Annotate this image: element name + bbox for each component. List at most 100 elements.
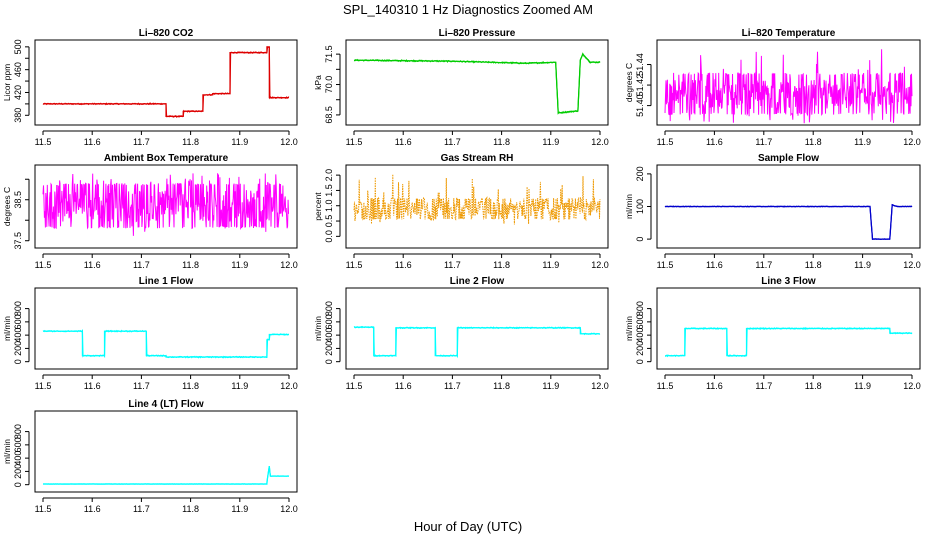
x-tick-label: 11.7 <box>133 260 150 270</box>
y-tick-label: 0.5 <box>324 215 334 228</box>
y-axis-label: ml/min <box>313 316 323 341</box>
x-tick-label: 12.0 <box>591 137 609 147</box>
x-tick-label: 11.9 <box>231 137 248 147</box>
series-line <box>42 329 290 359</box>
series-steps <box>354 326 600 357</box>
y-axis-label: ml/min <box>2 439 12 464</box>
x-tick-label: 11.9 <box>854 260 871 270</box>
x-tick-label: 11.6 <box>84 504 101 514</box>
plot-frame <box>34 287 298 370</box>
y-tick-label: 68.5 <box>324 106 334 124</box>
series-line <box>43 466 290 485</box>
y-tick-label: 37.5 <box>13 232 23 250</box>
chart-panel-8: Line 2 Flow ml/min 11.5 11.6 11.7 11.8 11.9 12.… <box>313 276 609 391</box>
x-tick-label: 11.9 <box>854 137 871 147</box>
x-tick-label: 11.9 <box>854 381 871 391</box>
chart-title: Line 1 Flow <box>139 276 194 287</box>
y-tick-label: 400 <box>13 328 23 343</box>
x-tick-label: 11.5 <box>35 260 52 270</box>
chart-panel-6: Sample Flow ml/min 11.5 11.6 11.7 11.8 11.9 12.… <box>624 153 921 270</box>
series-steps <box>43 466 289 485</box>
series-line <box>42 46 290 118</box>
y-tick-label: 800 <box>635 301 645 316</box>
series-steps <box>665 327 912 357</box>
x-tick-label: 11.5 <box>35 504 52 514</box>
chart-title: Li–820 CO2 <box>139 28 194 39</box>
x-tick-label: 11.7 <box>444 260 461 270</box>
series-steps <box>353 52 600 114</box>
y-tick-label: 600 <box>635 314 645 329</box>
y-tick-label: 38.5 <box>13 191 23 209</box>
x-tick-label: 11.6 <box>395 137 412 147</box>
y-tick-label: 0 <box>635 359 645 364</box>
y-axis-label: degrees C <box>624 63 634 102</box>
chart-title: Gas Stream RH <box>441 153 514 164</box>
y-tick-label: 51.44 <box>635 53 645 76</box>
figure-title: SPL_140310 1 Hz Diagnostics Zoomed AM <box>343 2 593 17</box>
x-tick-label: 11.8 <box>182 381 199 391</box>
x-tick-label: 11.5 <box>657 381 674 391</box>
series-line <box>664 203 913 241</box>
x-tick-label: 11.8 <box>182 137 199 147</box>
series-line <box>353 174 601 225</box>
y-tick-label: 0 <box>13 359 23 364</box>
chart-title: Li–820 Pressure <box>439 28 516 39</box>
x-tick-label: 12.0 <box>591 260 609 270</box>
x-tick-label: 11.7 <box>133 381 150 391</box>
y-tick-label: 600 <box>324 314 334 329</box>
x-tick-label: 11.9 <box>542 381 559 391</box>
x-tick-label: 11.6 <box>706 137 723 147</box>
x-tick-label: 11.5 <box>657 137 674 147</box>
plot-frame <box>345 164 609 249</box>
x-tick-label: 11.9 <box>542 260 559 270</box>
plot-frame <box>656 164 921 249</box>
x-tick-label: 11.6 <box>706 381 723 391</box>
y-tick-label: 1.0 <box>324 199 334 212</box>
x-tick-label: 11.7 <box>755 260 772 270</box>
x-tick-label: 11.8 <box>805 260 822 270</box>
y-tick-label: 51.40 <box>635 94 645 117</box>
series-line <box>664 49 913 124</box>
y-tick-label: 200 <box>635 341 645 356</box>
y-axis-label: Licor ppm <box>2 64 12 101</box>
x-tick-label: 12.0 <box>903 260 921 270</box>
x-tick-label: 11.8 <box>493 137 510 147</box>
x-tick-label: 11.7 <box>444 381 461 391</box>
x-tick-label: 11.8 <box>805 381 822 391</box>
series-line <box>665 326 913 358</box>
x-tick-label: 11.8 <box>182 504 199 514</box>
y-tick-label: 800 <box>13 301 23 316</box>
x-tick-label: 11.5 <box>346 137 363 147</box>
data-series <box>665 326 913 358</box>
x-tick-label: 11.8 <box>493 381 510 391</box>
series-line <box>42 173 289 236</box>
x-tick-label: 12.0 <box>280 504 298 514</box>
series-steps <box>665 204 912 240</box>
chart-panel-7: Line 1 Flow ml/min 11.5 11.6 11.7 11.8 11.9 12.… <box>2 276 298 391</box>
x-tick-label: 11.7 <box>133 504 150 514</box>
y-tick-label: 2.0 <box>324 169 334 182</box>
chart-title: Sample Flow <box>758 153 819 164</box>
chart-panel-4: Ambient Box Temperature degrees C 11.5 11.6… <box>2 153 298 270</box>
y-tick-label: 0 <box>324 359 334 364</box>
x-tick-label: 11.7 <box>755 137 772 147</box>
x-tick-label: 11.7 <box>444 137 461 147</box>
data-series <box>43 466 290 485</box>
y-tick-label: 51.42 <box>635 74 645 97</box>
y-tick-label: 0.0 <box>324 230 334 243</box>
y-axis-label: ml/min <box>624 316 634 341</box>
y-tick-label: 380 <box>13 108 23 123</box>
x-tick-label: 11.6 <box>84 137 101 147</box>
y-tick-label: 400 <box>324 328 334 343</box>
chart-title: Li–820 Temperature <box>742 28 836 39</box>
y-tick-label: 400 <box>635 328 645 343</box>
plot-frame <box>34 39 298 126</box>
data-series <box>353 325 601 359</box>
y-tick-label: 0 <box>635 237 645 242</box>
figure-x-axis-label: Hour of Day (UTC) <box>414 519 522 534</box>
chart-title: Line 2 Flow <box>450 276 505 287</box>
y-tick-label: 200 <box>635 166 645 181</box>
y-tick-label: 460 <box>13 62 23 77</box>
y-tick-label: 70.0 <box>324 76 334 94</box>
